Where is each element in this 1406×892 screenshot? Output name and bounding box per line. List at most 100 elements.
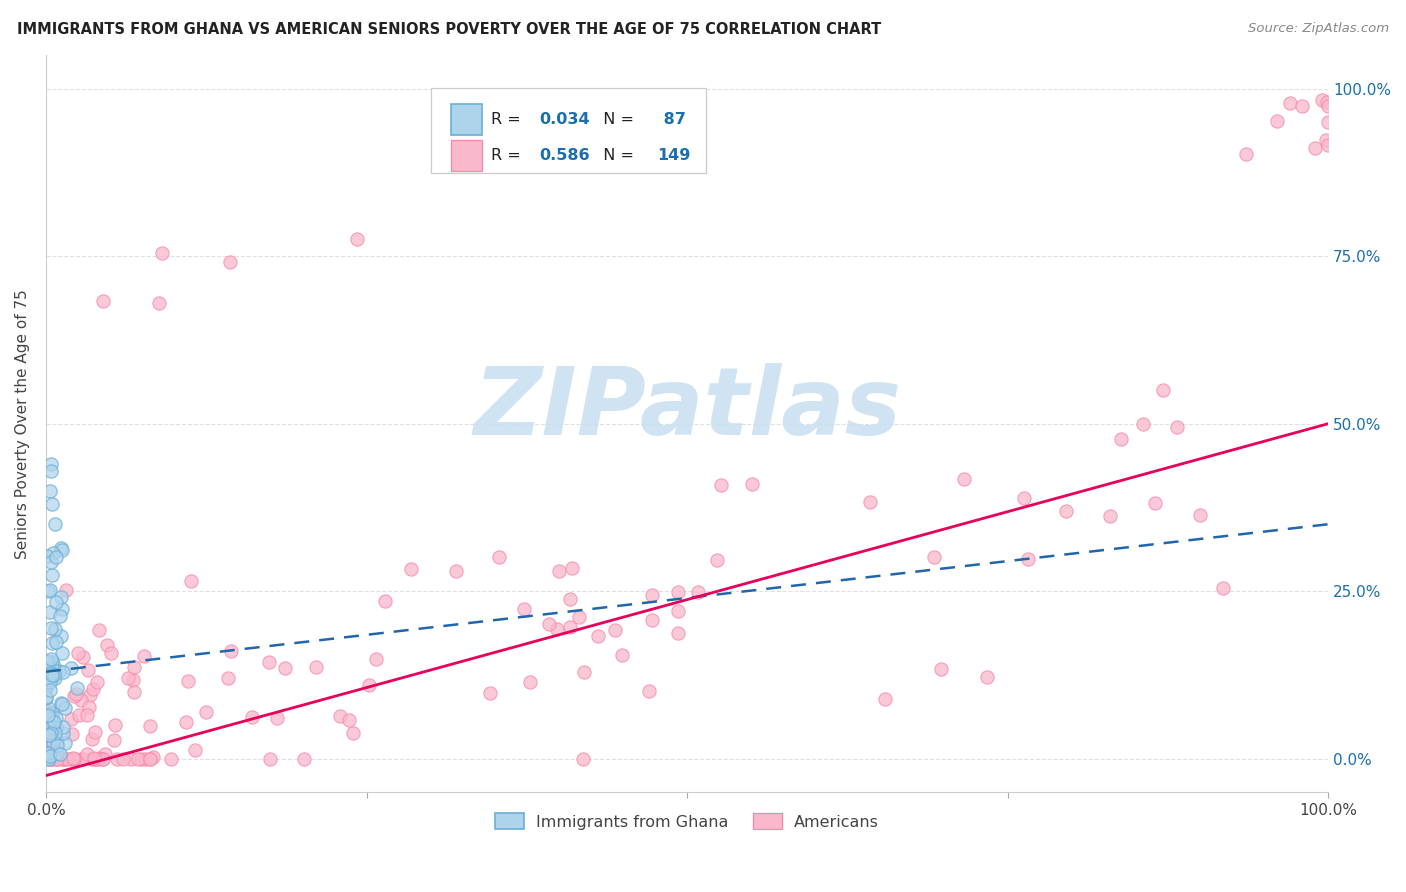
Point xyxy=(104,718,127,732)
Point xyxy=(51,752,73,766)
Point xyxy=(52,752,75,766)
Point xyxy=(41,668,63,682)
Point xyxy=(39,752,62,766)
Point xyxy=(46,738,69,752)
Point xyxy=(38,658,60,673)
Point xyxy=(39,675,62,690)
Point xyxy=(42,720,65,734)
Point xyxy=(52,721,75,735)
Text: Source: ZipAtlas.com: Source: ZipAtlas.com xyxy=(1249,22,1389,36)
Point xyxy=(112,752,135,766)
Point xyxy=(46,732,69,747)
Point xyxy=(148,295,170,310)
Point xyxy=(537,617,560,632)
Point xyxy=(45,595,67,609)
Point xyxy=(42,657,65,672)
Point xyxy=(37,725,59,739)
Point xyxy=(929,662,952,676)
Point xyxy=(160,752,183,766)
Point xyxy=(35,728,58,742)
Point xyxy=(44,671,66,685)
Point xyxy=(37,657,59,672)
Point xyxy=(292,752,315,766)
Point xyxy=(37,549,59,564)
Point xyxy=(44,664,66,678)
Point xyxy=(42,752,65,766)
Point xyxy=(1099,508,1122,523)
Point xyxy=(37,654,59,668)
Point xyxy=(37,584,59,599)
Point xyxy=(37,710,59,724)
Point xyxy=(84,724,107,739)
Point xyxy=(39,666,62,681)
Point xyxy=(49,541,72,556)
Text: 149: 149 xyxy=(658,148,690,163)
Point xyxy=(45,634,67,648)
Point xyxy=(35,747,58,761)
Point xyxy=(572,665,595,680)
Point xyxy=(610,648,633,662)
Point xyxy=(48,664,70,678)
Point xyxy=(605,623,627,637)
Point xyxy=(122,673,145,687)
Point xyxy=(38,662,60,676)
Point xyxy=(55,752,77,766)
Point xyxy=(62,751,84,765)
Point xyxy=(79,688,101,702)
Point xyxy=(1305,141,1327,155)
Text: 0.034: 0.034 xyxy=(540,112,591,128)
Point xyxy=(37,752,59,766)
Point xyxy=(53,736,76,750)
Point xyxy=(120,752,142,766)
Point xyxy=(586,629,609,643)
Point xyxy=(1212,581,1234,595)
Point xyxy=(41,706,63,720)
Point xyxy=(641,613,664,627)
Point xyxy=(1317,99,1340,113)
Point xyxy=(37,746,59,760)
Point xyxy=(548,565,571,579)
Point xyxy=(39,556,62,570)
Point xyxy=(103,732,125,747)
Point xyxy=(561,561,583,575)
Point xyxy=(35,655,58,669)
FancyBboxPatch shape xyxy=(430,88,706,173)
Point xyxy=(305,660,328,674)
Point xyxy=(519,674,541,689)
Point xyxy=(84,752,107,766)
Point xyxy=(39,605,62,619)
Point xyxy=(444,564,467,578)
Point xyxy=(1291,99,1313,113)
Point xyxy=(122,684,145,698)
Point xyxy=(105,752,128,766)
Point xyxy=(37,700,59,714)
Point xyxy=(479,686,502,700)
Point xyxy=(558,591,581,606)
Point xyxy=(70,693,93,707)
Point xyxy=(42,715,65,730)
Point xyxy=(401,562,423,576)
Text: ZIPatlas: ZIPatlas xyxy=(472,363,901,455)
Point xyxy=(72,649,94,664)
Point xyxy=(666,626,689,640)
Point xyxy=(83,752,105,766)
Point xyxy=(666,604,689,618)
Point xyxy=(41,734,63,748)
Point xyxy=(142,750,165,764)
Point xyxy=(174,714,197,729)
Point xyxy=(91,752,114,766)
Point xyxy=(1317,115,1340,129)
Point xyxy=(124,660,146,674)
Point xyxy=(1278,95,1301,110)
Point xyxy=(194,705,217,719)
Point xyxy=(41,636,63,650)
Point xyxy=(35,690,58,704)
Point xyxy=(41,655,63,669)
Point xyxy=(1054,504,1077,518)
Point xyxy=(39,711,62,725)
Point xyxy=(35,679,58,693)
Point xyxy=(859,495,882,509)
Point xyxy=(39,621,62,635)
Point xyxy=(127,752,149,766)
Point xyxy=(49,609,72,624)
